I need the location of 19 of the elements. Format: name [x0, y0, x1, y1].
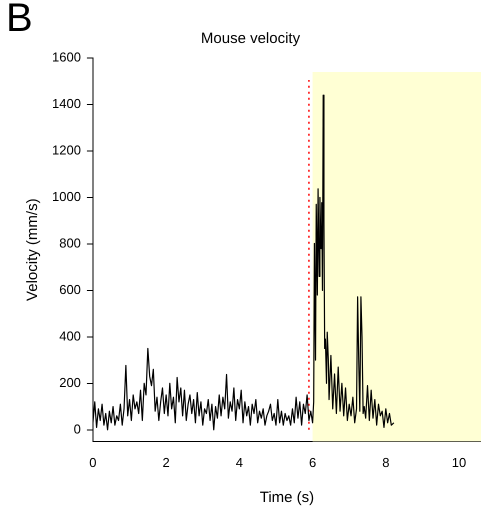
- y-tick-label: 1000: [52, 188, 81, 204]
- y-tick-label: 600: [59, 282, 81, 297]
- y-tick-label: 200: [59, 374, 81, 390]
- y-tick-label: 1400: [52, 96, 81, 112]
- text: B: [6, 0, 33, 41]
- y-tick-label: 400: [59, 328, 81, 344]
- x-tick-label: 6: [308, 454, 316, 470]
- x-tick-label: 0: [89, 454, 97, 470]
- chart-title: Mouse velocity: [200, 30, 301, 48]
- y-tick-label: 1200: [52, 142, 81, 158]
- x-tick-label: 8: [382, 454, 390, 470]
- x-tick-label: 4: [236, 454, 243, 470]
- y-tick-label: 1600: [52, 50, 81, 65]
- y-tick-label: 0: [74, 421, 81, 436]
- y-tick-label: 800: [59, 235, 81, 250]
- x-tick-label: 2: [162, 454, 170, 470]
- x-axis-title: Time (s): [260, 489, 314, 506]
- y-axis-title: Velocity (mm/s): [24, 198, 42, 301]
- x-tick-label: 10: [452, 454, 466, 470]
